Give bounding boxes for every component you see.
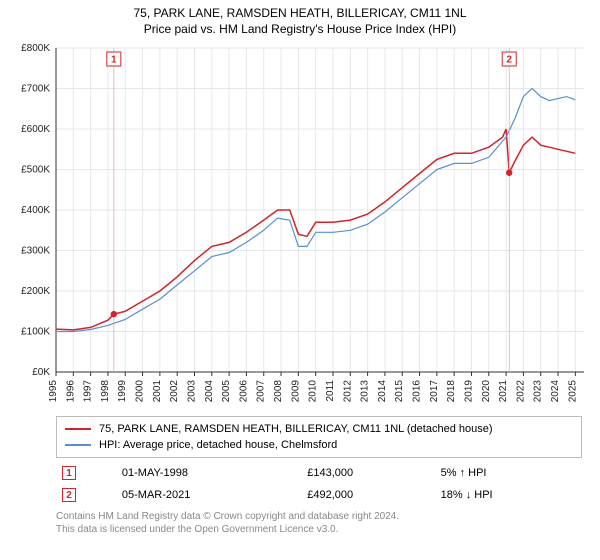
svg-text:2010: 2010 — [308, 380, 319, 403]
svg-text:2003: 2003 — [186, 380, 197, 403]
svg-text:1995: 1995 — [48, 380, 59, 403]
svg-text:£600K: £600K — [21, 124, 50, 135]
svg-text:£800K: £800K — [21, 43, 50, 54]
chart-plot: £0K £100K £200K £300K £400K £500K £600K £700K £8… — [8, 42, 592, 412]
chart-container: 75, PARK LANE, RAMSDEN HEATH, BILLERICAY… — [0, 0, 600, 560]
svg-text:2013: 2013 — [360, 380, 371, 403]
svg-text:1998: 1998 — [100, 380, 111, 403]
y-axis: £0K £100K £200K £300K £400K £500K £600K £700K £8… — [21, 43, 56, 378]
svg-text:£300K: £300K — [21, 246, 50, 257]
svg-text:£500K: £500K — [21, 165, 50, 176]
legend-swatch — [65, 444, 91, 446]
svg-text:2016: 2016 — [412, 380, 423, 403]
marker-badge: 2 — [62, 488, 76, 502]
legend: 75, PARK LANE, RAMSDEN HEATH, BILLERICAY… — [56, 416, 582, 458]
svg-text:£700K: £700K — [21, 84, 50, 95]
chart-svg: £0K £100K £200K £300K £400K £500K £600K £700K £8… — [8, 42, 592, 412]
svg-text:2023: 2023 — [533, 380, 544, 403]
table-row: 1 01-MAY-1998£143,0005% ↑ HPI — [56, 462, 582, 484]
svg-text:1999: 1999 — [117, 380, 128, 403]
marker-badge: 1 — [62, 466, 76, 480]
svg-text:2004: 2004 — [204, 380, 215, 403]
svg-text:£0K: £0K — [32, 367, 50, 378]
title-address: 75, PARK LANE, RAMSDEN HEATH, BILLERICAY… — [8, 6, 592, 20]
svg-text:2018: 2018 — [446, 380, 457, 403]
chart-titles: 75, PARK LANE, RAMSDEN HEATH, BILLERICAY… — [8, 6, 592, 42]
svg-text:2000: 2000 — [135, 380, 146, 403]
svg-text:2025: 2025 — [567, 380, 578, 403]
svg-text:1997: 1997 — [83, 380, 94, 403]
table-row: 2 05-MAR-2021£492,00018% ↓ HPI — [56, 484, 582, 506]
tx-delta: 5% ↑ HPI — [435, 462, 582, 484]
tx-price: £143,000 — [301, 462, 434, 484]
svg-text:2002: 2002 — [169, 380, 180, 403]
svg-text:2024: 2024 — [550, 380, 561, 403]
svg-text:2001: 2001 — [152, 380, 163, 403]
svg-text:£400K: £400K — [21, 205, 50, 216]
tx-date: 01-MAY-1998 — [116, 462, 301, 484]
svg-text:2015: 2015 — [394, 380, 405, 403]
svg-text:£100K: £100K — [21, 327, 50, 338]
svg-text:£200K: £200K — [21, 286, 50, 297]
svg-text:2006: 2006 — [238, 380, 249, 403]
footer-attribution: Contains HM Land Registry data © Crown c… — [56, 510, 582, 536]
legend-swatch — [65, 428, 91, 430]
svg-text:2021: 2021 — [498, 380, 509, 403]
tx-date: 05-MAR-2021 — [116, 484, 301, 506]
legend-label: 75, PARK LANE, RAMSDEN HEATH, BILLERICAY… — [99, 423, 493, 435]
svg-text:2007: 2007 — [256, 380, 267, 403]
svg-text:2005: 2005 — [221, 380, 232, 403]
title-subtitle: Price paid vs. HM Land Registry's House … — [8, 22, 592, 36]
svg-text:2022: 2022 — [515, 380, 526, 403]
svg-text:2014: 2014 — [377, 380, 388, 403]
x-axis: 1995 1996 1997 1998 1999 2000 2001 2002 2003 2004… — [48, 372, 584, 402]
legend-label: HPI: Average price, detached house, Chel… — [99, 439, 337, 451]
legend-row-0: 75, PARK LANE, RAMSDEN HEATH, BILLERICAY… — [65, 421, 573, 437]
svg-text:2008: 2008 — [273, 380, 284, 403]
svg-text:2012: 2012 — [342, 380, 353, 403]
marker-dot-1 — [111, 311, 117, 317]
transactions-table: 1 01-MAY-1998£143,0005% ↑ HPI 2 05-MAR-2021… — [56, 462, 582, 506]
svg-text:2020: 2020 — [481, 380, 492, 403]
svg-text:1: 1 — [111, 55, 117, 66]
svg-text:2019: 2019 — [463, 380, 474, 403]
marker-dot-2 — [506, 170, 512, 176]
svg-text:2011: 2011 — [325, 380, 336, 402]
svg-text:1996: 1996 — [65, 380, 76, 403]
svg-text:2009: 2009 — [290, 380, 301, 403]
tx-price: £492,000 — [301, 484, 434, 506]
chart-grid — [56, 48, 584, 372]
footer-line2: This data is licensed under the Open Gov… — [56, 523, 582, 536]
legend-row-1: HPI: Average price, detached house, Chel… — [65, 437, 573, 453]
svg-text:2017: 2017 — [429, 380, 440, 403]
tx-delta: 18% ↓ HPI — [435, 484, 582, 506]
footer-line1: Contains HM Land Registry data © Crown c… — [56, 510, 582, 523]
svg-text:2: 2 — [506, 55, 512, 66]
